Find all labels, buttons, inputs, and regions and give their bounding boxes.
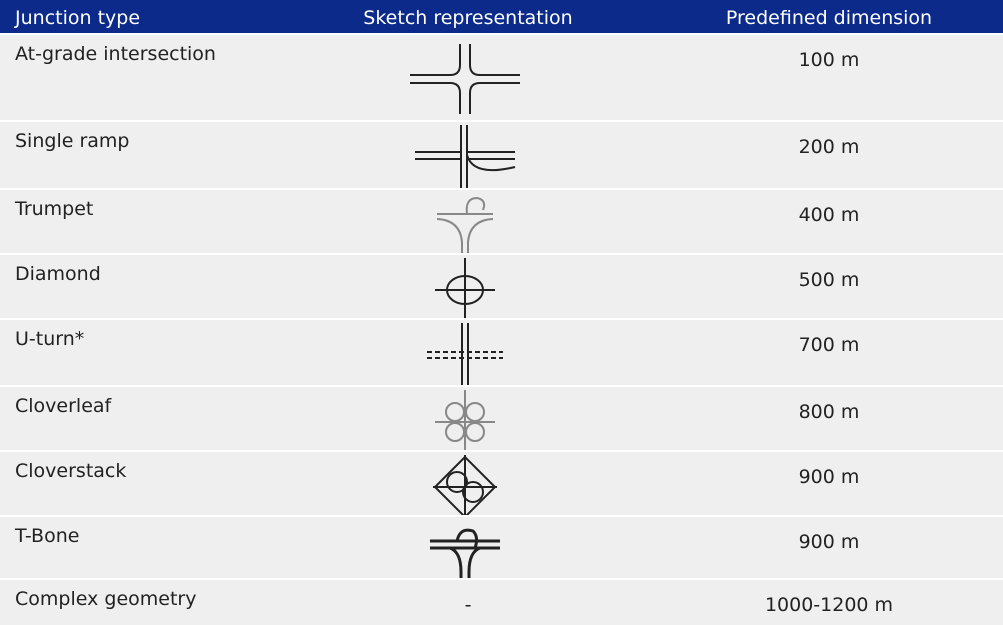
- table-row: Cloverstack 900 m: [0, 450, 1003, 515]
- junction-type: Trumpet: [15, 198, 93, 220]
- table-row: Single ramp 200 m: [0, 120, 1003, 188]
- sketch-icon: [405, 44, 525, 119]
- sketch: [405, 255, 525, 325]
- junction-type: Cloverleaf: [15, 395, 111, 417]
- junction-type: Complex geometry: [15, 588, 196, 610]
- dimension: 900 m: [655, 466, 1003, 488]
- sketch-text: -: [318, 594, 618, 616]
- header-cell: Predefined dimension: [655, 7, 1003, 29]
- table-row: Diamond 500 m: [0, 253, 1003, 318]
- junction-type: Cloverstack: [15, 460, 126, 482]
- dimension: 1000-1200 m: [655, 594, 1003, 616]
- header-cell: Junction type: [15, 7, 140, 29]
- table-row: Cloverleaf 800 m: [0, 385, 1003, 450]
- header-cell: Sketch representation: [318, 7, 618, 29]
- junction-type: U-turn*: [15, 328, 84, 350]
- table-row: At-grade intersection 100 m: [0, 33, 1003, 120]
- junction-type: T-Bone: [15, 525, 79, 547]
- sketch: [405, 190, 525, 260]
- dimension: 700 m: [655, 334, 1003, 356]
- page: Junction type Sketch representation Pred…: [0, 0, 1003, 625]
- sketch: [405, 122, 525, 192]
- sketch: [405, 387, 525, 457]
- dimension: 200 m: [655, 136, 1003, 158]
- table-row: Trumpet 400 m: [0, 188, 1003, 253]
- table-row: T-Bone 900 m: [0, 515, 1003, 578]
- dimension: 100 m: [655, 49, 1003, 71]
- dimension: 800 m: [655, 401, 1003, 423]
- sketch: [405, 452, 525, 522]
- dimension: 400 m: [655, 204, 1003, 226]
- sketch-icon: [405, 320, 525, 395]
- dimension: 500 m: [655, 269, 1003, 291]
- table-header: Junction type Sketch representation Pred…: [0, 0, 1003, 33]
- junction-type: At-grade intersection: [15, 43, 216, 65]
- sketch-icon: [405, 122, 525, 197]
- table-row: U-turn* 700 m: [0, 318, 1003, 385]
- sketch: [405, 320, 525, 390]
- junction-type: Single ramp: [15, 130, 129, 152]
- table-row: Complex geometry - 1000-1200 m: [0, 578, 1003, 625]
- dimension: 900 m: [655, 531, 1003, 553]
- sketch: [405, 44, 525, 114]
- junction-type: Diamond: [15, 263, 101, 285]
- sketch: [405, 517, 525, 587]
